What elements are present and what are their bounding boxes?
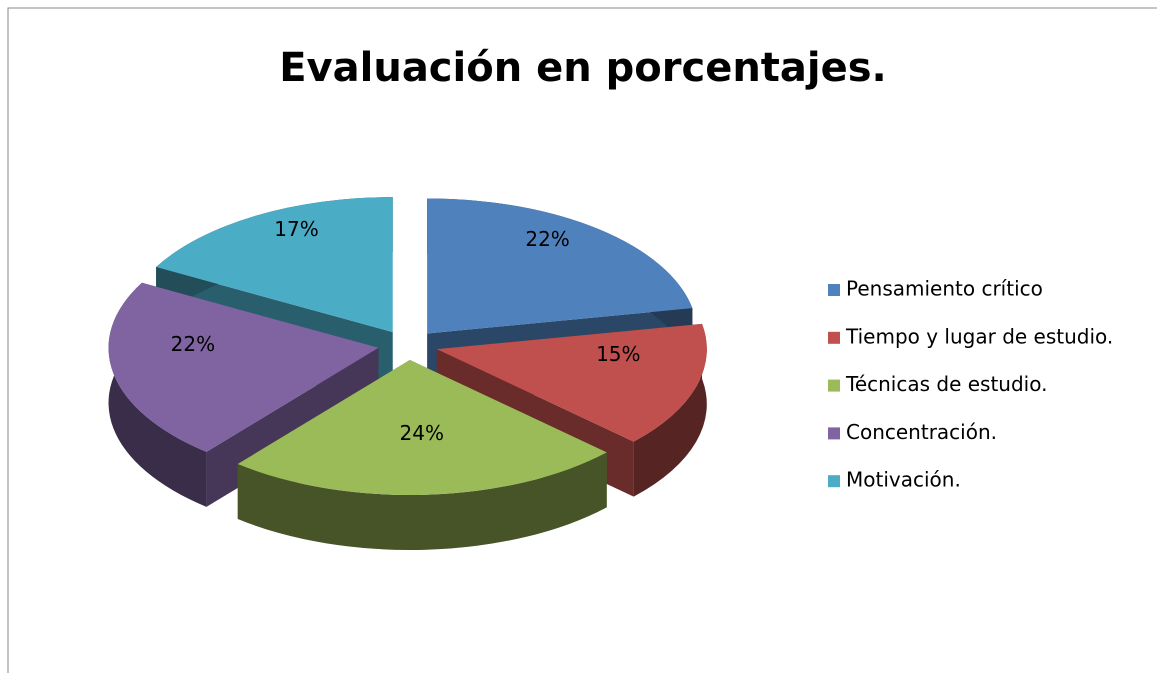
chart-border [7, 7, 1157, 673]
data-label: 17% [274, 217, 318, 241]
pie-slice [237, 359, 607, 550]
slice-top [156, 197, 393, 333]
slice-top [108, 282, 379, 452]
legend-swatch [828, 427, 840, 440]
legend-swatch [828, 475, 840, 488]
legend-label: Técnicas de estudio. [845, 372, 1047, 396]
slice-side [633, 323, 707, 497]
chart-title: Evaluación en porcentajes. [279, 45, 887, 91]
legend-label: Tiempo y lugar de estudio. [845, 324, 1113, 348]
pie-slice [108, 282, 379, 507]
legend-swatch [828, 331, 840, 344]
legend-swatch [828, 284, 840, 296]
legend-swatch [828, 379, 840, 392]
data-label: 24% [400, 421, 444, 445]
slice-top [427, 198, 693, 334]
slice-top [237, 359, 607, 495]
data-label: 15% [596, 342, 640, 366]
legend-label: Motivación. [846, 468, 961, 492]
slice-top [436, 323, 707, 442]
legend-label: Concentración. [846, 420, 997, 444]
data-label: 22% [525, 227, 569, 251]
slice-side [237, 452, 607, 550]
data-label: 22% [171, 332, 215, 356]
legend-label: Pensamiento crítico [846, 277, 1043, 301]
